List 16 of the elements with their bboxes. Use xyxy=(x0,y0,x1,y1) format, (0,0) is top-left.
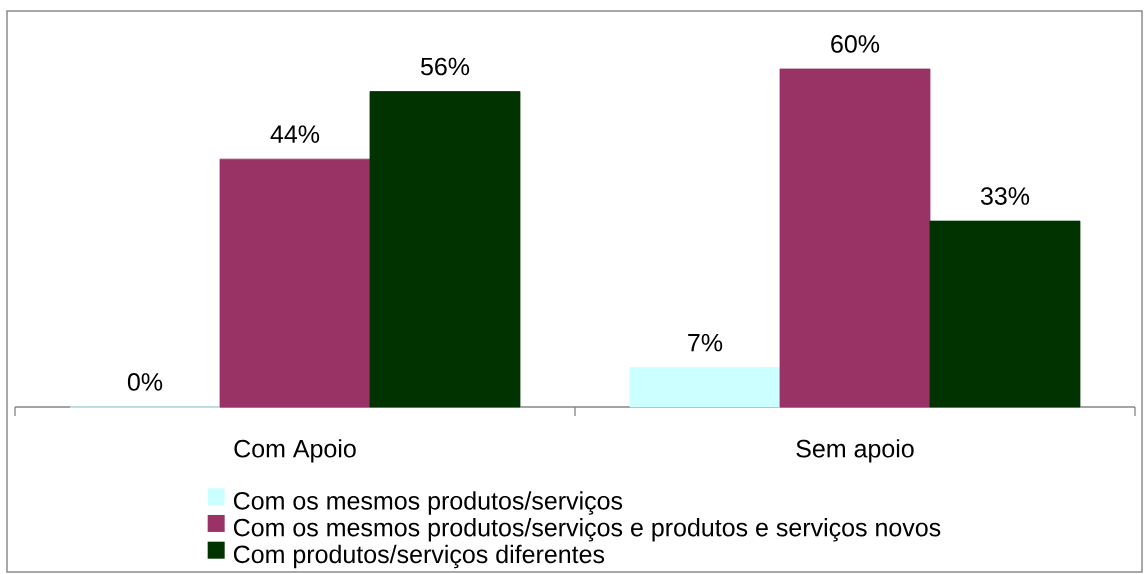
legend-label: Com produtos/serviços diferentes xyxy=(233,544,605,569)
bar xyxy=(629,367,781,408)
bar xyxy=(369,91,521,408)
x-tick-label: Sem apoio xyxy=(796,439,914,463)
data-label: 33% xyxy=(980,187,1030,205)
bar xyxy=(929,220,1081,408)
data-label: 7% xyxy=(688,333,723,352)
bar xyxy=(779,68,931,408)
legend-label: Com os mesmos produtos/serviços e produtos e serviços novos xyxy=(233,518,941,542)
bar xyxy=(219,158,371,408)
data-label: 60% xyxy=(831,35,880,53)
x-tick-label: Com Apoio xyxy=(234,439,356,463)
data-label: 56% xyxy=(420,57,470,76)
data-label: 44% xyxy=(270,125,320,143)
legend-label: Com os mesmos produtos/serviços xyxy=(233,491,623,515)
data-label: 0% xyxy=(127,373,163,391)
